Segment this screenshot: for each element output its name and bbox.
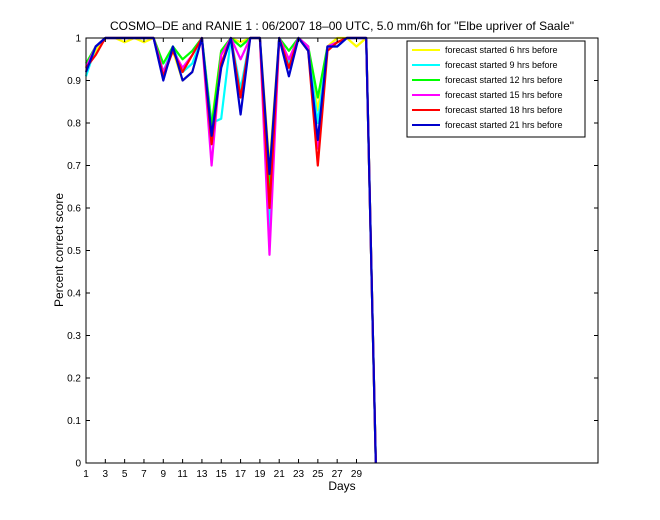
- series-line-6: [84, 36, 377, 464]
- legend-label-6: forecast started 21 hrs before: [445, 120, 563, 130]
- y-tick-label: 0.7: [67, 161, 81, 172]
- x-tick-label: 1: [83, 469, 89, 480]
- x-tick-label: 21: [274, 469, 286, 480]
- x-tick-label: 29: [351, 469, 363, 480]
- x-tick-label: 19: [254, 469, 266, 480]
- series-line-4: [84, 36, 377, 464]
- y-tick-label: 0.1: [67, 416, 81, 427]
- series-line-3: [85, 36, 377, 464]
- x-tick-label: 15: [216, 469, 228, 480]
- series-line-5: [85, 36, 377, 464]
- y-tick-label: 0.6: [67, 204, 81, 215]
- x-tick-label: 27: [332, 469, 344, 480]
- y-tick-label: 0.4: [67, 289, 81, 300]
- chart-title: COSMO–DE and RANIE 1 : 06/2007 18–00 UTC…: [110, 19, 574, 33]
- legend: forecast started 6 hrs before forecast st…: [406, 40, 586, 138]
- x-tick-label: 13: [196, 469, 208, 480]
- y-tick-label: 1: [75, 34, 81, 45]
- legend-label-4: forecast started 15 hrs before: [445, 90, 563, 100]
- y-axis-label: Percent correct score: [52, 193, 66, 307]
- x-tick-label: 5: [122, 469, 128, 480]
- legend-label-2: forecast started 9 hrs before: [445, 60, 558, 70]
- x-tick-label: 11: [177, 469, 188, 480]
- y-tick-label: 0.5: [67, 246, 81, 257]
- legend-label-5: forecast started 18 hrs before: [445, 105, 563, 115]
- x-tick-label: 17: [235, 469, 247, 480]
- legend-label-1: forecast started 6 hrs before: [445, 45, 558, 55]
- y-tick-label: 0.9: [67, 76, 81, 87]
- x-tick-label: 7: [141, 469, 147, 480]
- y-tick-label: 0: [75, 459, 81, 470]
- x-axis-label: Days: [328, 479, 355, 493]
- y-axis: 0 0.1 0.2 0.3 0.4 0.5 0.6 0.7 0.8 0.9 1: [67, 34, 598, 470]
- series-line-2: [84, 36, 377, 464]
- y-tick-label: 0.2: [67, 374, 81, 385]
- x-tick-label: 9: [161, 469, 167, 480]
- legend-box: [406, 40, 586, 138]
- x-tick-label: 3: [103, 469, 109, 480]
- x-axis: 1 3 5 7 9 11 13 15 17 19 21 23 25 27 29: [83, 38, 362, 480]
- series-layer: [84, 36, 377, 464]
- x-tick-label: 23: [293, 469, 305, 480]
- y-tick-label: 0.8: [67, 119, 81, 130]
- legend-label-3: forecast started 12 hrs before: [445, 75, 563, 85]
- series-line-1: [85, 36, 377, 464]
- y-tick-label: 0.3: [67, 331, 81, 342]
- x-tick-label: 25: [312, 469, 324, 480]
